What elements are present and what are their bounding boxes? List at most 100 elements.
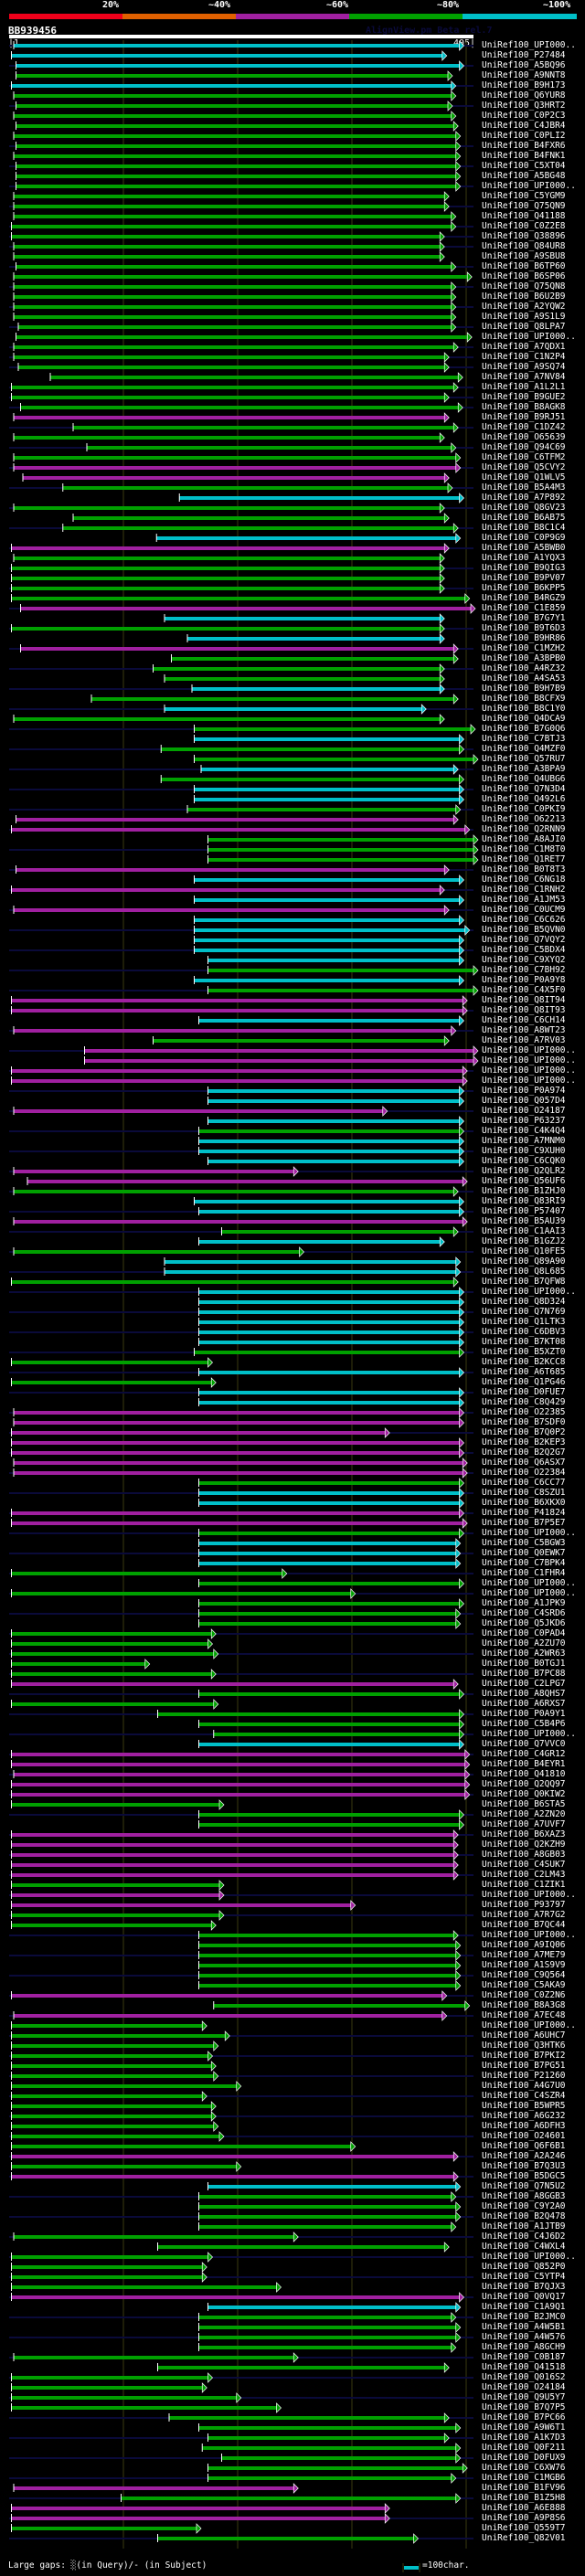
hit-label[interactable]: UniRef100_C8Q429 [482, 1397, 566, 1407]
hit-label[interactable]: UniRef100_C4SUK7 [482, 1860, 566, 1870]
hit-label[interactable]: UniRef100_Q2QQ97 [482, 1779, 566, 1789]
hit-label[interactable]: UniRef100_B9RJ51 [482, 412, 566, 422]
hit-label[interactable]: UniRef100_Q83RI9 [482, 1196, 566, 1206]
hit-label[interactable]: UniRef100_UPI000.. [482, 1065, 576, 1076]
hit-label[interactable]: UniRef100_B0T8T3 [482, 864, 566, 875]
hit-label[interactable]: UniRef100_A7P892 [482, 493, 566, 503]
hit-label[interactable]: UniRef100_Q2RNN9 [482, 824, 566, 834]
hit-label[interactable]: UniRef100_P0A9Y1 [482, 1709, 566, 1719]
hit-label[interactable]: UniRef100_Q41188 [482, 211, 566, 221]
hit-label[interactable]: UniRef100_Q2QLR2 [482, 1166, 566, 1176]
hit-label[interactable]: UniRef100_Q9U5Y7 [482, 2392, 566, 2402]
hit-label[interactable]: UniRef100_B7KT08 [482, 1337, 566, 1347]
hit-label[interactable]: UniRef100_C6XW76 [482, 2463, 566, 2473]
hit-label[interactable]: UniRef100_Q4UBG6 [482, 774, 566, 784]
hit-label[interactable]: UniRef100_Q89A90 [482, 1256, 566, 1267]
hit-label[interactable]: UniRef100_B8C1C4 [482, 523, 566, 533]
hit-label[interactable]: UniRef100_B5DGC5 [482, 2171, 566, 2181]
hit-label[interactable]: UniRef100_B8C1Y0 [482, 704, 566, 714]
hit-label[interactable]: UniRef100_A9SQ74 [482, 362, 566, 372]
hit-label[interactable]: UniRef100_Q7VVC0 [482, 1739, 566, 1749]
hit-label[interactable]: UniRef100_B2JMC0 [482, 2312, 566, 2322]
hit-label[interactable]: UniRef100_A1L2L1 [482, 382, 566, 392]
hit-label[interactable]: UniRef100_C2LPG7 [482, 1679, 566, 1689]
hit-label[interactable]: UniRef100_UPI000.. [482, 1055, 576, 1065]
hit-label[interactable]: UniRef100_A6DFH3 [482, 2121, 566, 2131]
hit-label[interactable]: UniRef100_B1GZJ2 [482, 1236, 566, 1246]
hit-label[interactable]: UniRef100_Q8D324 [482, 1297, 566, 1307]
hit-label[interactable]: UniRef100_B2KEP3 [482, 1437, 566, 1447]
hit-label[interactable]: UniRef100_C1DZ42 [482, 422, 566, 432]
hit-label[interactable]: UniRef100_B6STA5 [482, 1799, 566, 1809]
hit-label[interactable]: UniRef100_B9GUE2 [482, 392, 566, 402]
hit-label[interactable]: UniRef100_C4K4Q4 [482, 1126, 566, 1136]
hit-label[interactable]: UniRef100_Q94C69 [482, 442, 566, 452]
hit-label[interactable]: UniRef100_O24187 [482, 1106, 566, 1116]
hit-label[interactable]: UniRef100_Q1RET7 [482, 854, 566, 864]
hit-label[interactable]: UniRef100_B2KCC8 [482, 1357, 566, 1367]
hit-label[interactable]: UniRef100_C6TFM2 [482, 452, 566, 462]
hit-label[interactable]: UniRef100_Q6YUR8 [482, 90, 566, 101]
hit-label[interactable]: UniRef100_C0B187 [482, 2352, 566, 2362]
hit-label[interactable]: UniRef100_Q3HRT2 [482, 101, 566, 111]
hit-label[interactable]: UniRef100_C2LM43 [482, 1870, 566, 1880]
hit-label[interactable]: UniRef100_A1S9V9 [482, 1960, 566, 1970]
hit-label[interactable]: UniRef100_C6CQK0 [482, 1156, 566, 1166]
hit-label[interactable]: UniRef100_B6KPP5 [482, 583, 566, 593]
hit-label[interactable]: UniRef100_Q8LPA7 [482, 322, 566, 332]
hit-label[interactable]: UniRef100_B6XAZ3 [482, 1829, 566, 1839]
hit-label[interactable]: UniRef100_B1FV96 [482, 2483, 566, 2493]
hit-label[interactable]: UniRef100_B4RGZ9 [482, 593, 566, 603]
hit-label[interactable]: UniRef100_C1ZIK1 [482, 1880, 566, 1890]
hit-label[interactable]: UniRef100_C9XUH0 [482, 1146, 566, 1156]
hit-label[interactable]: UniRef100_Q8L685 [482, 1267, 566, 1277]
hit-label[interactable]: UniRef100_C7BH92 [482, 965, 566, 975]
hit-label[interactable]: UniRef100_A1JPK9 [482, 1598, 566, 1608]
hit-label[interactable]: UniRef100_D0FUE7 [482, 1387, 566, 1397]
hit-label[interactable]: UniRef100_C1AAI3 [482, 1226, 566, 1236]
hit-label[interactable]: UniRef100_B5A4M3 [482, 482, 566, 493]
hit-label[interactable]: UniRef100_A8GCH9 [482, 2342, 566, 2352]
hit-label[interactable]: UniRef100_Q2KZH9 [482, 1839, 566, 1850]
hit-label[interactable]: UniRef100_Q057D4 [482, 1096, 566, 1106]
hit-label[interactable]: UniRef100_C4SZR4 [482, 2091, 566, 2101]
hit-label[interactable]: UniRef100_Q7VQY2 [482, 935, 566, 945]
hit-label[interactable]: UniRef100_B7Q7P5 [482, 2402, 566, 2412]
hit-label[interactable]: UniRef100_O24601 [482, 2131, 566, 2141]
hit-label[interactable]: UniRef100_Q6F6B1 [482, 2141, 566, 2151]
hit-label[interactable]: UniRef100_Q56UF6 [482, 1176, 566, 1186]
hit-label[interactable]: UniRef100_A5BG48 [482, 171, 566, 181]
hit-label[interactable]: UniRef100_P57407 [482, 1206, 566, 1216]
hit-label[interactable]: UniRef100_Q3HTK6 [482, 2041, 566, 2051]
hit-label[interactable]: UniRef100_C1N2P4 [482, 352, 566, 362]
hit-label[interactable]: UniRef100_C5XT04 [482, 161, 566, 171]
hit-label[interactable]: UniRef100_UPI000.. [482, 332, 576, 342]
hit-label[interactable]: UniRef100_Q75QN8 [482, 281, 566, 292]
hit-label[interactable]: UniRef100_UPI000.. [482, 2020, 576, 2030]
hit-label[interactable]: UniRef100_A1JM53 [482, 895, 566, 905]
hit-label[interactable]: UniRef100_P41824 [482, 1508, 566, 1518]
hit-label[interactable]: UniRef100_B5XZT0 [482, 1347, 566, 1357]
hit-label[interactable]: UniRef100_A4G7U0 [482, 2081, 566, 2091]
hit-label[interactable]: UniRef100_UPI000.. [482, 1930, 576, 1940]
hit-label[interactable]: UniRef100_C9XYQ2 [482, 955, 566, 965]
hit-label[interactable]: UniRef100_C0PAD4 [482, 1628, 566, 1638]
hit-label[interactable]: UniRef100_A9SBU8 [482, 251, 566, 261]
hit-label[interactable]: UniRef100_B8CFX9 [482, 694, 566, 704]
hit-label[interactable]: UniRef100_UPI000.. [482, 181, 576, 191]
hit-label[interactable]: UniRef100_A6UHC7 [482, 2030, 566, 2041]
hit-label[interactable]: UniRef100_A4RZ32 [482, 663, 566, 673]
hit-label[interactable]: UniRef100_Q559T7 [482, 2523, 566, 2533]
hit-label[interactable]: UniRef100_Q8IT93 [482, 1005, 566, 1015]
hit-label[interactable]: UniRef100_A1JTB9 [482, 2221, 566, 2231]
hit-label[interactable]: UniRef100_C0P2C3 [482, 111, 566, 121]
hit-label[interactable]: UniRef100_B0TGJ1 [482, 1659, 566, 1669]
hit-label[interactable]: UniRef100_C5AKA9 [482, 1980, 566, 1990]
hit-label[interactable]: UniRef100_B8A3G8 [482, 2000, 566, 2010]
hit-label[interactable]: UniRef100_A9P8S6 [482, 2513, 566, 2523]
hit-label[interactable]: UniRef100_A9NNT8 [482, 70, 566, 80]
hit-label[interactable]: UniRef100_UPI000.. [482, 1578, 576, 1588]
hit-label[interactable]: UniRef100_C6C626 [482, 915, 566, 925]
hit-label[interactable]: UniRef100_B9PV07 [482, 573, 566, 583]
hit-label[interactable]: UniRef100_A6G232 [482, 2111, 566, 2121]
